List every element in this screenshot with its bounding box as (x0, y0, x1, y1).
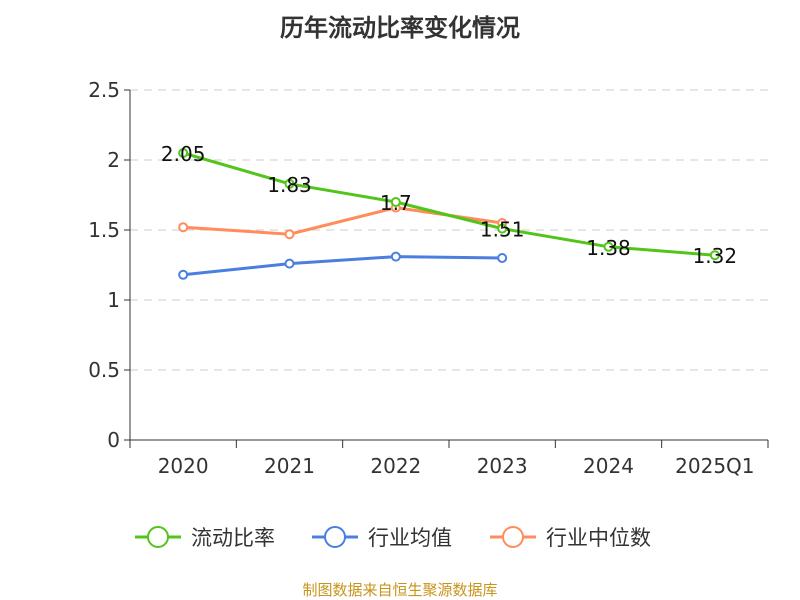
legend-item[interactable]: 行业均值 (312, 526, 452, 550)
x-tick-label: 2025Q1 (675, 454, 754, 478)
data-point[interactable] (178, 148, 189, 158)
legend-label: 流动比率 (191, 526, 275, 550)
y-tick-label: 2 (107, 148, 120, 172)
legend-marker-icon (502, 526, 524, 548)
series-line (182, 151, 715, 257)
data-point[interactable] (284, 258, 295, 269)
data-point[interactable] (284, 178, 295, 189)
source-note: 制图数据来自恒生聚源数据库 (302, 581, 498, 599)
data-point[interactable] (603, 241, 614, 252)
data-point[interactable] (178, 269, 189, 280)
data-label: 1.7 (380, 191, 412, 215)
legend-label: 行业均值 (368, 526, 452, 550)
legend-item[interactable]: 行业中位数 (490, 526, 651, 550)
data-label: 1.83 (267, 173, 312, 197)
legend-item[interactable]: 流动比率 (135, 526, 275, 550)
data-label: 1.38 (586, 236, 631, 260)
x-tick-label: 2020 (158, 454, 209, 478)
series-line (183, 255, 503, 277)
y-tick-label: 1 (107, 288, 120, 312)
data-point[interactable] (497, 253, 508, 263)
y-tick-label: 0 (107, 428, 120, 452)
x-tick-label: 2022 (370, 454, 421, 478)
x-tick-label: 2023 (477, 454, 528, 478)
data-label: 2.05 (161, 142, 206, 166)
x-tick-label: 2021 (264, 454, 315, 478)
legend-marker-icon (147, 526, 169, 548)
chart-title: 历年流动比率变化情况 (280, 14, 520, 42)
data-point[interactable] (178, 222, 189, 233)
y-tick-label: 0.5 (88, 358, 120, 382)
data-point[interactable] (497, 223, 508, 234)
x-tick-label: 2024 (583, 454, 634, 478)
legend-label: 行业中位数 (546, 526, 651, 550)
data-point[interactable] (390, 197, 401, 207)
y-tick-label: 1.5 (88, 218, 120, 242)
y-tick-label: 2.5 (88, 78, 120, 102)
data-point[interactable] (709, 250, 720, 261)
legend-marker-icon (324, 526, 346, 548)
data-label: 1.32 (693, 244, 738, 268)
data-point[interactable] (284, 229, 295, 240)
data-label: 1.51 (480, 218, 525, 242)
data-point[interactable] (390, 251, 401, 262)
